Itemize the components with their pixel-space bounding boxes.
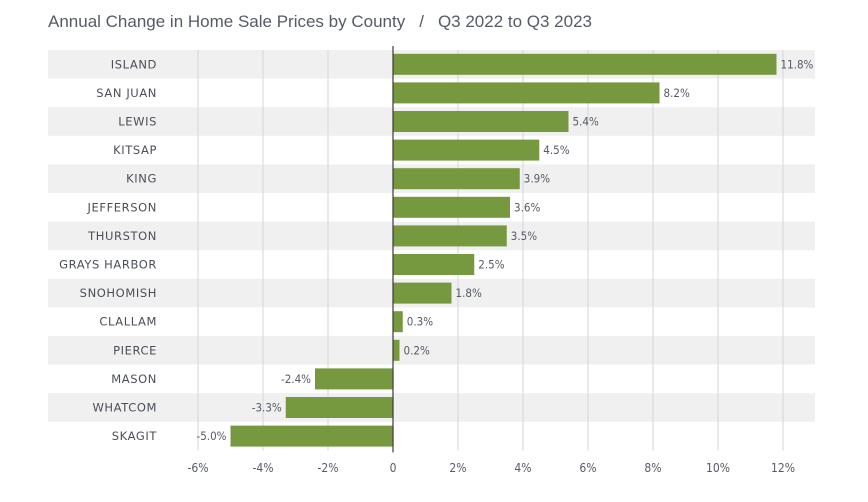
bar-clallam <box>393 311 403 333</box>
bar-lewis <box>393 111 569 132</box>
category-label: LEWIS <box>118 115 157 129</box>
value-label: -2.4% <box>281 372 311 386</box>
bar-snohomish <box>393 282 452 304</box>
x-tick-label: 4% <box>514 461 531 475</box>
bar-pierce <box>393 339 400 361</box>
x-tick-label: 2% <box>449 461 466 475</box>
value-label: 3.6% <box>514 200 540 214</box>
category-label: MASON <box>111 372 157 386</box>
category-label: JEFFERSON <box>87 200 158 214</box>
bar-jefferson <box>393 196 510 218</box>
x-tick-label: 10% <box>706 461 730 475</box>
bar-island <box>393 53 777 75</box>
value-label: 0.3% <box>407 315 433 329</box>
value-label: -3.3% <box>252 401 282 415</box>
bar-grays-harbor <box>393 254 475 275</box>
category-label: PIERCE <box>113 343 157 357</box>
chart-title: Annual Change in Home Sale Prices by Cou… <box>48 12 592 32</box>
value-label: 3.9% <box>524 172 550 186</box>
subtitle-text: Q3 2022 to Q3 2023 <box>437 12 592 31</box>
row-band <box>48 393 815 422</box>
x-tick-label: 8% <box>644 461 661 475</box>
x-tick-label: 6% <box>579 461 596 475</box>
category-label: CLALLAM <box>99 315 157 329</box>
title-text: Annual Change in Home Sale Prices by Cou… <box>48 12 406 31</box>
category-label: WHATCOM <box>92 401 157 415</box>
value-label: 3.5% <box>511 229 537 243</box>
x-tick-label: -6% <box>187 461 208 475</box>
x-tick-label: 0 <box>390 461 397 475</box>
category-label: SAN JUAN <box>96 86 157 100</box>
value-label: 5.4% <box>573 115 599 129</box>
bar-kitsap <box>393 139 540 161</box>
category-label: THURSTON <box>87 229 157 243</box>
value-label: 8.2% <box>664 86 690 100</box>
bar-king <box>393 168 520 190</box>
x-tick-label: -2% <box>317 461 338 475</box>
category-label: ISLAND <box>111 57 157 71</box>
value-label: 11.8% <box>781 57 814 71</box>
bar-whatcom <box>285 397 393 418</box>
x-tick-label: -4% <box>252 461 273 475</box>
bar-skagit <box>230 425 393 447</box>
row-band <box>48 336 815 365</box>
value-label: 1.8% <box>456 286 482 300</box>
bar-san-juan <box>393 82 660 104</box>
value-label: 2.5% <box>478 258 504 272</box>
bar-mason <box>315 368 393 390</box>
title-separator: / <box>419 12 424 31</box>
value-label: 4.5% <box>543 143 569 157</box>
value-label: 0.2% <box>404 343 430 357</box>
bar-thurston <box>393 225 507 247</box>
category-label: GRAYS HARBOR <box>59 258 157 272</box>
category-label: KING <box>126 172 157 186</box>
value-label: -5.0% <box>196 429 226 443</box>
category-label: SNOHOMISH <box>80 286 157 300</box>
category-label: KITSAP <box>113 143 157 157</box>
category-label: SKAGIT <box>112 429 158 443</box>
x-tick-label: 12% <box>771 461 795 475</box>
